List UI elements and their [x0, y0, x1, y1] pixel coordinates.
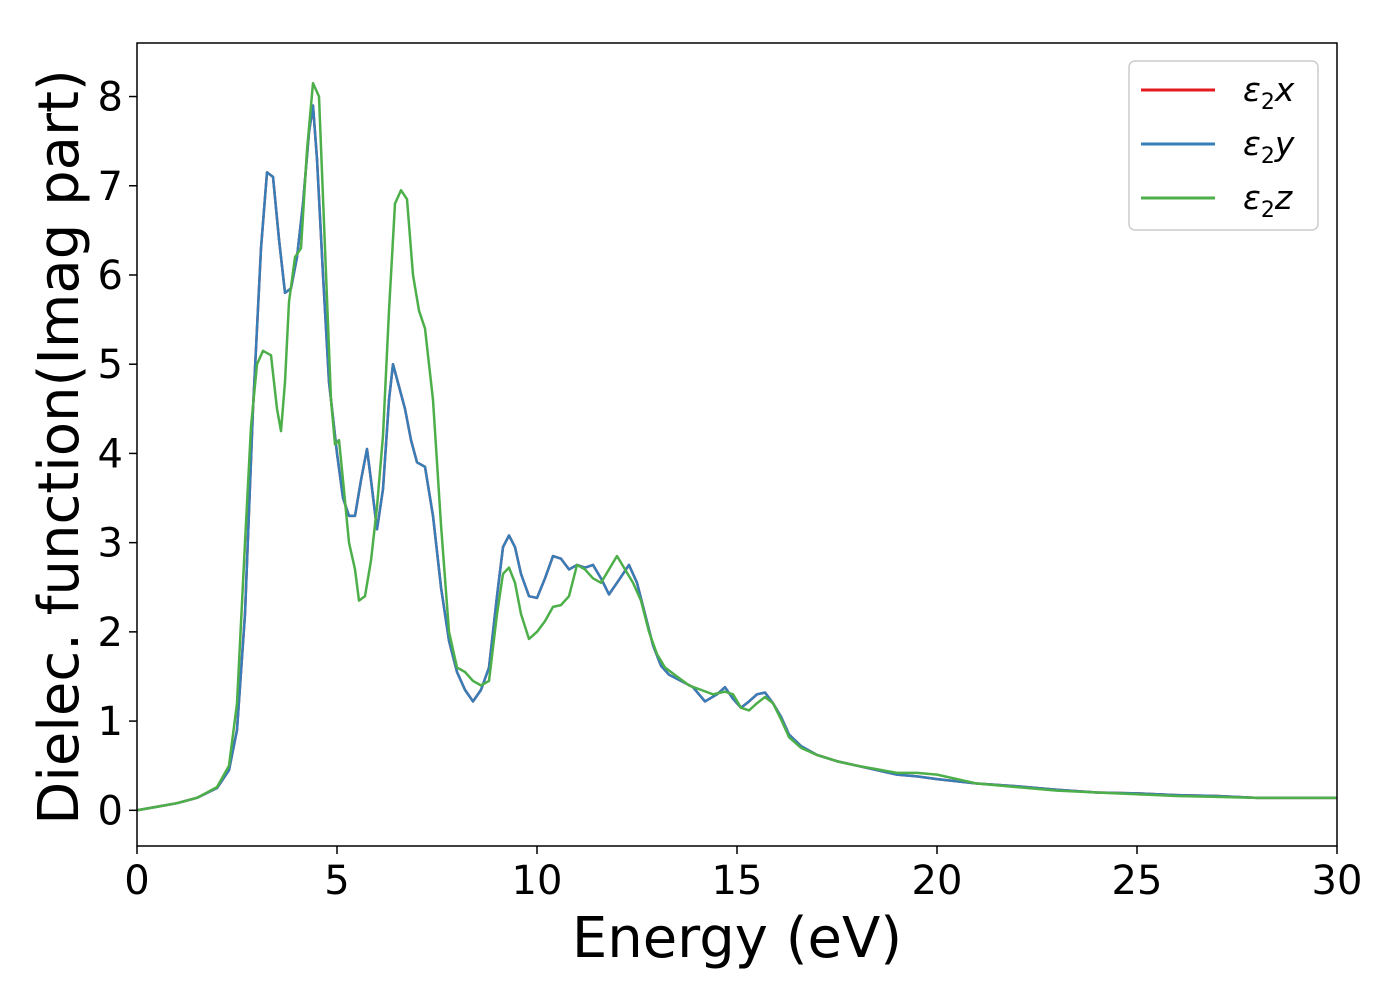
x-tick-label: 0	[124, 858, 149, 904]
plot-frame	[136, 42, 1338, 847]
y-tick-label: 8	[98, 75, 123, 121]
x-tick-label: 30	[1312, 858, 1363, 904]
y-tick-label: 5	[98, 342, 123, 388]
legend-label-x: ε2x	[1243, 70, 1295, 115]
y-tick-label: 0	[98, 788, 123, 834]
y-tick-label: 3	[98, 521, 123, 567]
y-tick-label: 2	[98, 610, 123, 656]
plot-area	[137, 81, 1337, 812]
y-tick-label: 6	[98, 253, 123, 299]
x-axis-ticks: 0 5 10 15 20 25 30	[124, 846, 1362, 904]
x-tick-label: 5	[324, 858, 349, 904]
x-tick-label: 25	[1112, 858, 1163, 904]
legend-label-y: ε2y	[1243, 124, 1295, 169]
y-axis-ticks: 0 1 2 3 4 5 6 7 8	[98, 75, 137, 834]
series-line-z	[137, 81, 1337, 812]
x-axis-label: Energy (eV)	[572, 906, 902, 971]
y-tick-label: 4	[98, 431, 123, 477]
x-tick-label: 20	[912, 858, 963, 904]
legend-label-z: ε2z	[1243, 178, 1293, 223]
x-tick-label: 15	[712, 858, 763, 904]
y-tick-label: 1	[98, 699, 123, 745]
legend-box	[1128, 60, 1319, 231]
x-tick-label: 10	[512, 858, 563, 904]
legend: ε2x ε2y ε2z	[1128, 60, 1319, 231]
y-tick-label: 7	[98, 164, 123, 210]
y-axis-label: Dielec. function(Imag part)	[27, 69, 92, 825]
